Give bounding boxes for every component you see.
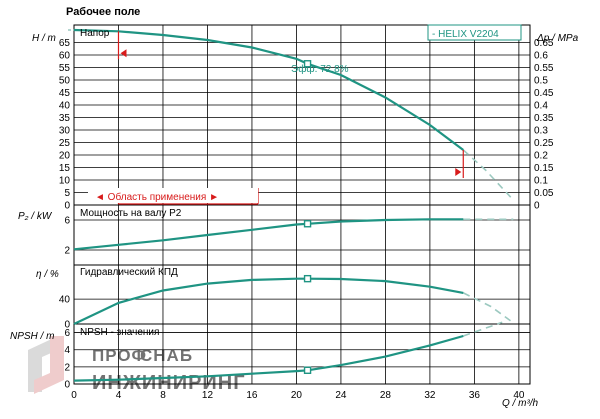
head-ytick-label: 20 (59, 151, 71, 162)
head-ytick-right-label: 0.65 (534, 38, 554, 49)
power-title: Мощность на валу P2 (80, 208, 182, 219)
efficiency-curve (73, 277, 464, 325)
range-marker-arrow-icon (455, 168, 462, 176)
efficiency-ytick-label: 40 (59, 295, 71, 306)
x-tick-label: 12 (202, 390, 214, 401)
ps-logo-icon (28, 336, 64, 394)
head-ytick-label: 5 (64, 188, 70, 199)
head-ytick-label: 60 (59, 51, 71, 62)
x-tick-label: 40 (513, 390, 525, 401)
head-ytick-label: 25 (59, 138, 71, 149)
x-tick-label: 28 (380, 390, 392, 401)
head-ytick-label: 35 (59, 113, 71, 124)
legend-series-label: - HELIX V2204 (432, 29, 499, 40)
npsh-ytick-label: 0 (64, 380, 70, 391)
npsh-curve-extension (463, 321, 503, 337)
npsh-duty-point (303, 366, 312, 374)
power-ytick-label: 2 (64, 246, 70, 257)
power-ytick-label: 6 (64, 216, 70, 227)
head-ytick-right-label: 0.35 (534, 113, 554, 124)
head-ytick-right-label: 0 (534, 201, 540, 212)
grid-lines (73, 25, 530, 385)
head-curve-extension (462, 149, 514, 201)
power-duty-point (303, 220, 312, 228)
power-curve (73, 218, 464, 251)
x-tick-label: 0 (71, 390, 77, 401)
page-title: Рабочее поле (66, 6, 141, 18)
head-duty-point (303, 60, 312, 68)
npsh-title: NPSH - значения (80, 327, 159, 338)
head-curve (73, 28, 464, 151)
x-tick-label: 16 (246, 390, 258, 401)
x-tick-label: 20 (291, 390, 303, 401)
head-ylabel-right: Δp / MPa (536, 33, 579, 44)
application-range: ◄ Область применения ► (88, 188, 258, 203)
head-ytick-right-label: 0.05 (534, 188, 554, 199)
efficiency-ytick-label: 0 (64, 320, 70, 331)
head-ytick-label: 55 (59, 63, 71, 74)
watermark-line1: ПРОФ (92, 346, 147, 365)
watermark-line3: ИНЖИНИРИНГ (92, 372, 246, 394)
head-ytick-right-label: 0.4 (534, 101, 548, 112)
head-ytick-right-label: 0.15 (534, 163, 554, 174)
x-tick-label: 8 (160, 390, 166, 401)
head-ytick-label: 40 (59, 101, 71, 112)
power-ylabel: P₂ / kW (18, 211, 53, 222)
head-ytick-right-label: 0.1 (534, 176, 548, 187)
watermark-line2: СНАБ (140, 346, 193, 365)
efficiency-duty-point (303, 274, 312, 283)
head-ytick-right-label: 0.3 (534, 126, 548, 137)
efficiency-annotation: Эфф. 72.8% (291, 63, 349, 75)
x-tick-label: 32 (424, 390, 436, 401)
efficiency-curve-extension (462, 292, 514, 324)
x-tick-label: 4 (116, 390, 122, 401)
head-ytick-label: 15 (59, 163, 71, 174)
efficiency-title: Гидравлический КПД (80, 267, 178, 278)
head-ylabel: H / m (32, 33, 56, 44)
npsh-ytick-label: 6 (64, 328, 70, 339)
head-ytick-right-label: 0.2 (534, 151, 548, 162)
head-title: Напор (80, 28, 110, 39)
head-ytick-label: 10 (59, 176, 71, 187)
head-ytick-label: 45 (59, 88, 71, 99)
head-ytick-right-label: 0.6 (534, 51, 548, 62)
head-ytick-label: 0 (64, 201, 70, 212)
head-ytick-label: 65 (59, 38, 71, 49)
head-ytick-label: 30 (59, 126, 71, 137)
x-tick-label: 36 (469, 390, 481, 401)
npsh-ylabel: NPSH / m (10, 331, 54, 342)
npsh-curve (73, 334, 464, 382)
x-tick-label: 24 (335, 390, 347, 401)
legend: - HELIX V2204 (427, 24, 522, 41)
application-range-label: ◄ Область применения ► (95, 191, 219, 203)
head-frame (73, 24, 531, 206)
head-ytick-right-label: 0.5 (534, 76, 548, 87)
range-marker-arrow-icon (120, 49, 127, 58)
efficiency-ylabel: η / % (36, 269, 59, 280)
head-ytick-right-label: 0.25 (534, 138, 554, 149)
head-ytick-right-label: 0.55 (534, 63, 554, 74)
npsh-ytick-label: 4 (64, 345, 70, 356)
x-axis-label: Q / m³/h (502, 398, 539, 409)
npsh-ytick-label: 2 (64, 362, 70, 373)
watermark: ПРОФ СНАБ ИНЖИНИРИНГ (28, 336, 246, 394)
head-ytick-label: 50 (59, 76, 71, 87)
head-ytick-right-label: 0.45 (534, 88, 554, 99)
